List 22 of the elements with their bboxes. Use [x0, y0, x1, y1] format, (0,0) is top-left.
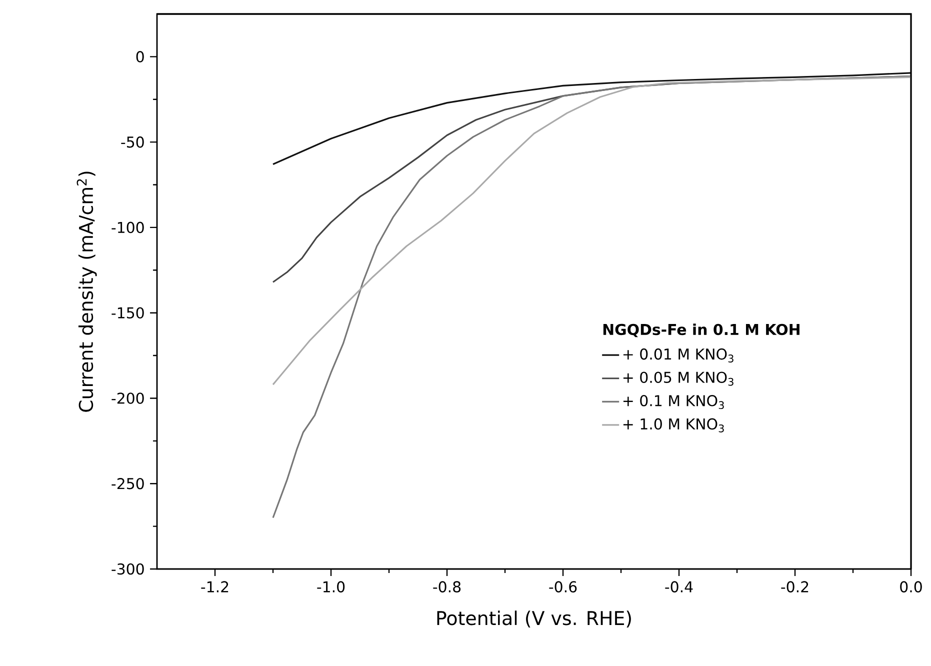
y-tick-label: -250: [112, 478, 144, 490]
y-tick-label: 0: [136, 51, 144, 62]
y-tick-label: -150: [112, 307, 144, 318]
legend-label: + 0.05 M KNO$_{3}$: [623, 372, 734, 386]
legend-title: NGQDs-Fe in 0.1 M KOH: [603, 324, 800, 338]
y-tick-label: -300: [112, 563, 144, 575]
y-tick-label: -200: [112, 392, 144, 404]
x-axis-title: Potential (V vs. RHE): [437, 610, 631, 628]
x-tick-label: -1.2: [201, 581, 228, 592]
x-tick-label: -1.0: [317, 581, 345, 592]
legend-label: + 0.01 M KNO$_{3}$: [623, 348, 734, 362]
legend-label: + 1.0 M KNO$_{3}$: [623, 418, 724, 432]
x-tick-label: -0.4: [665, 581, 693, 592]
x-tick-label: 0.0: [900, 581, 922, 592]
legend-label: + 0.1 M KNO$_{3}$: [623, 394, 724, 410]
x-tick-label: -0.6: [549, 581, 577, 592]
y-tick-label: -50: [121, 136, 144, 148]
y-tick-label: -100: [112, 222, 144, 234]
y-axis-title: Current density (mA/cm$^{2}$): [76, 172, 97, 412]
line-series: [272, 72, 912, 166]
x-tick-label: -0.8: [433, 581, 461, 592]
x-tick-label: -0.2: [781, 581, 808, 592]
